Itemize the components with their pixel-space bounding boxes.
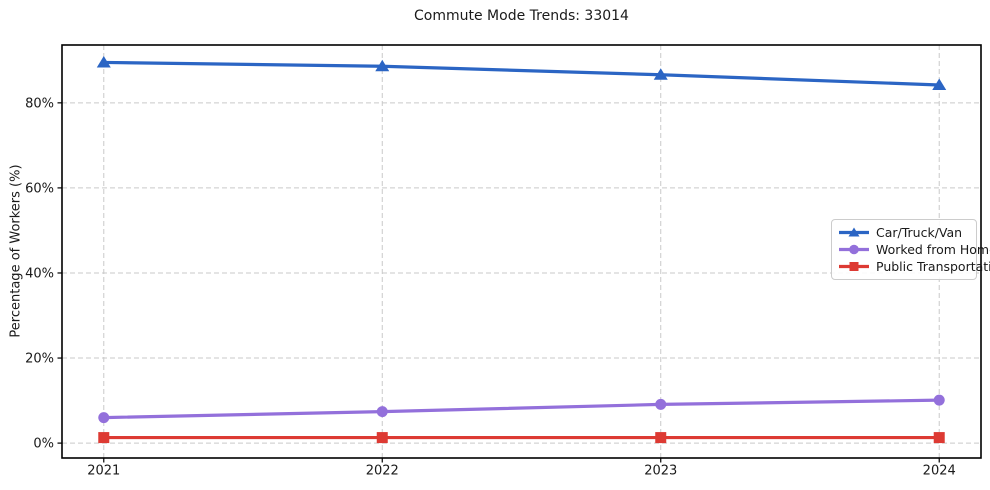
legend-item-worked-from-home: Worked from Home — [839, 242, 990, 257]
series-line — [102, 60, 941, 87]
data-point — [376, 406, 388, 418]
legend-item-public-transportation: Public Transportation — [839, 259, 990, 274]
series-worked-from-home — [98, 394, 945, 424]
legend: Car/Truck/Van Worked from Home Public Tr… — [831, 219, 990, 280]
series-public-transportation — [98, 432, 945, 444]
x-tick-label: 2023 — [644, 464, 677, 479]
legend-label: Worked from Home — [876, 242, 990, 257]
data-point — [933, 432, 945, 444]
plot-border — [61, 44, 982, 459]
legend-marker — [849, 244, 859, 255]
y-tick-label: 60% — [25, 181, 54, 196]
chart-title: Commute Mode Trends: 33014 — [414, 8, 629, 24]
data-point — [376, 432, 388, 444]
y-tick-label: 20% — [25, 352, 54, 367]
data-point — [655, 432, 667, 444]
x-tick-label: 2024 — [923, 464, 956, 479]
data-point — [933, 394, 945, 406]
legend-label: Public Transportation — [876, 259, 990, 274]
data-point — [932, 78, 947, 90]
x-tick-label: 2022 — [366, 464, 399, 479]
series-car-truck-van — [96, 55, 947, 90]
line-circle-marker-icon — [839, 244, 869, 255]
legend-marker — [848, 227, 860, 237]
data-point — [96, 55, 111, 68]
gridlines — [62, 45, 981, 458]
legend-label: Car/Truck/Van — [876, 225, 963, 240]
data-point — [98, 412, 110, 424]
data-point — [653, 68, 668, 80]
x-tick-label: 2021 — [87, 464, 120, 479]
data-point — [98, 432, 110, 444]
axis-ticks: 0% 20% 40% 60% 80% 2021 2022 2023 2024 — [25, 96, 956, 478]
data-point — [655, 398, 667, 410]
y-tick-label: 0% — [33, 437, 54, 452]
y-tick-label: 80% — [25, 96, 54, 111]
line-square-marker-icon — [839, 262, 869, 271]
data-point — [375, 59, 390, 72]
legend-marker — [849, 262, 859, 271]
y-tick-label: 40% — [25, 267, 54, 282]
series-line — [102, 398, 941, 420]
line-triangle-marker-icon — [839, 227, 869, 237]
legend-item-car-truck-van: Car/Truck/Van — [839, 225, 969, 240]
